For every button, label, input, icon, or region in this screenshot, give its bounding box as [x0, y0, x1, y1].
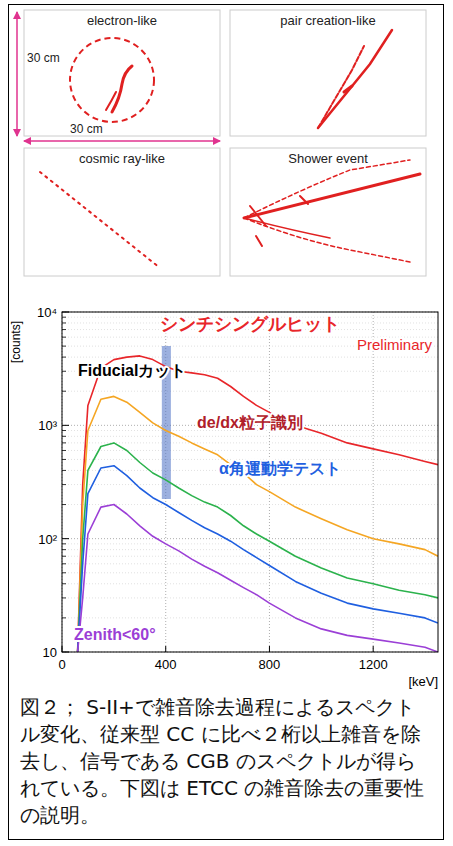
plot-bg: [62, 312, 438, 652]
x-axis-title: [keV]: [408, 674, 438, 689]
minor-tick: [62, 572, 66, 573]
minor-tick: [62, 549, 66, 550]
minor-tick: [62, 563, 66, 564]
minor-grid-line: [62, 556, 438, 557]
series-label: シンチシングルヒット: [160, 314, 340, 334]
minor-grid-line: [62, 504, 438, 505]
series-group: [78, 356, 438, 652]
minor-grid-line: [62, 583, 438, 584]
pair-track: [318, 30, 392, 128]
minor-tick: [62, 337, 66, 338]
minor-tick: [62, 556, 66, 557]
panel-title: cosmic ray-like: [79, 151, 165, 166]
minor-tick: [62, 504, 66, 505]
panel-title: electron-like: [87, 13, 157, 28]
pair-track: [318, 46, 364, 128]
x-tick-label: 0: [58, 657, 65, 672]
minor-tick: [62, 346, 66, 347]
x-tick-label: 1200: [359, 657, 388, 672]
minor-tick: [62, 583, 66, 584]
minor-tick: [62, 450, 66, 451]
scale-label: 30 cm: [70, 122, 103, 136]
x-tick: [62, 646, 63, 652]
grid-line: [62, 538, 438, 539]
shower-track: [244, 218, 330, 238]
minor-tick: [62, 322, 66, 323]
shower-track: [250, 196, 308, 246]
minor-tick: [62, 442, 66, 443]
minor-tick: [62, 617, 66, 618]
annotation: Preliminary: [357, 336, 433, 353]
series-line: [78, 466, 438, 652]
caption: 図２； S-II+で雑音除去過程によるスペクトル変化、従来型 CC に比べ２桁以…: [20, 694, 432, 829]
minor-tick: [62, 484, 66, 485]
minor-grid-line: [62, 391, 438, 392]
event-panel: [230, 148, 426, 276]
minor-grid-line: [62, 484, 438, 485]
minor-grid-line: [62, 357, 438, 358]
series-line: [78, 396, 438, 652]
minor-tick: [62, 459, 66, 460]
minor-grid-line: [62, 572, 438, 573]
minor-grid-line: [62, 442, 438, 443]
minor-grid-line: [62, 549, 438, 550]
y-tick: [62, 312, 69, 313]
minor-tick: [62, 543, 66, 544]
x-tick-label: 800: [259, 657, 281, 672]
series-label: Fiducialカット: [78, 362, 186, 379]
tracks: [40, 30, 420, 268]
pair-track: [344, 86, 352, 92]
x-tick-label: 400: [155, 657, 177, 672]
y-tick-label: 10²: [38, 532, 57, 547]
minor-tick: [62, 371, 66, 372]
grid-line: [373, 312, 374, 652]
figure: electron-like pair creation-like cosmic ra…: [0, 0, 453, 690]
plot-frame: [62, 312, 438, 652]
minor-tick: [62, 597, 66, 598]
shower-track: [244, 160, 410, 218]
scale-arrow: [16, 12, 18, 136]
dashed-circle: [70, 38, 154, 122]
series-label: Zenith<60°: [74, 626, 156, 643]
x-tick: [373, 646, 374, 652]
cosmic-track: [40, 172, 160, 268]
minor-tick: [62, 430, 66, 431]
minor-tick: [62, 317, 66, 318]
event-panel: [230, 10, 426, 136]
y-tick-label: 10: [43, 645, 57, 660]
y-tick: [62, 652, 69, 653]
electron-track: [106, 92, 116, 110]
series-label: de/dx粒子識別: [197, 414, 303, 431]
minor-grid-line: [62, 617, 438, 618]
y-tick-label: 10³: [38, 418, 57, 433]
grid-line: [269, 312, 270, 652]
minor-grid-line: [62, 597, 438, 598]
y-tick-label: 10⁴: [37, 305, 57, 320]
series-label: α角運動学テスト: [219, 460, 341, 477]
x-tick: [165, 646, 166, 652]
electron-track: [112, 66, 132, 112]
series-line: [78, 356, 438, 652]
panel-title: pair creation-like: [280, 13, 375, 28]
scale-label: 30 cm: [27, 51, 60, 65]
series-line: [78, 443, 438, 652]
shower-track: [244, 174, 420, 218]
minor-tick: [62, 329, 66, 330]
minor-tick: [62, 391, 66, 392]
event-panel: [24, 10, 220, 136]
y-tick: [62, 538, 69, 539]
minor-tick: [62, 357, 66, 358]
panel-title: Shower event: [288, 151, 368, 166]
y-tick: [62, 425, 69, 426]
minor-grid-line: [62, 436, 438, 437]
minor-grid-line: [62, 543, 438, 544]
minor-tick: [62, 436, 66, 437]
event-panel: [24, 148, 220, 276]
shower-track: [244, 218, 410, 262]
scale-arrow: [24, 140, 220, 142]
x-tick: [269, 646, 270, 652]
minor-tick: [62, 470, 66, 471]
minor-grid-line: [62, 563, 438, 564]
y-axis-title: [counts]: [9, 321, 23, 363]
